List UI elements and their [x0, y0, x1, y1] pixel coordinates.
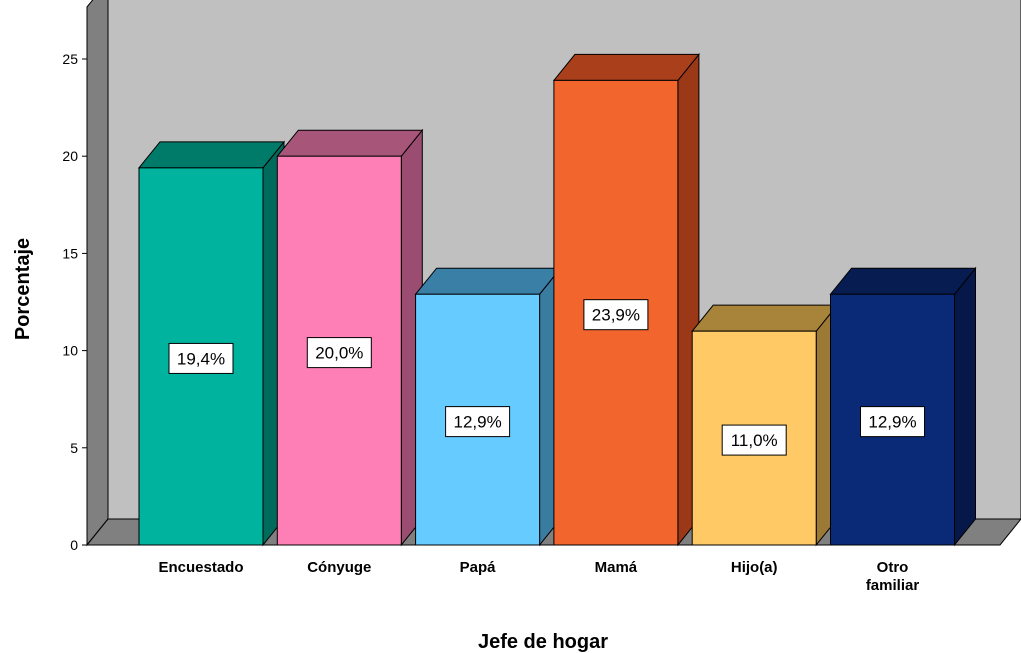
x-tick-label: Hijo(a) — [731, 559, 778, 576]
y-axis-title: Porcentaje — [12, 238, 34, 340]
data-label-box — [168, 342, 234, 374]
data-label: 11,0% — [731, 431, 778, 450]
y-tick-label: 20 — [62, 148, 78, 164]
data-label: 19,4% — [177, 349, 225, 368]
bar-top — [414, 267, 562, 295]
y-tick-label: 5 — [70, 440, 78, 456]
bar-top — [552, 53, 700, 81]
y-tick-label: 25 — [62, 51, 78, 67]
bar-top — [137, 141, 286, 169]
x-tick-label: Encuestado — [158, 559, 243, 576]
side-wall — [86, 0, 109, 547]
bar-top — [829, 267, 977, 295]
data-label: 12,9% — [868, 413, 916, 432]
bars-layer — [137, 52, 977, 547]
x-tick-label: Otro familiar — [866, 559, 920, 594]
x-axis-title: Jefe de hogar — [478, 631, 608, 653]
data-label: 20,0% — [315, 344, 363, 363]
data-label: 12,9% — [453, 413, 501, 432]
x-tick-label: Mamá — [595, 559, 638, 576]
y-tick-label: 15 — [62, 245, 78, 261]
y-tick-label: 10 — [62, 343, 78, 359]
data-label-box — [445, 406, 511, 438]
data-label-box — [860, 406, 925, 438]
labels-layer: 19,4% Encuestado 20,0% Cónyuge 12,9% Papá 23,9… — [158, 299, 925, 594]
data-label: 23,9% — [592, 306, 640, 325]
bar-top — [276, 129, 424, 157]
bar-side — [954, 266, 976, 547]
data-label-box — [721, 424, 787, 456]
bar-top — [691, 304, 839, 332]
x-tick-label: Cónyuge — [307, 559, 371, 576]
x-tick-label: Papá — [460, 559, 497, 576]
data-label-box — [306, 337, 372, 369]
y-tick-label: 0 — [70, 537, 78, 553]
data-label-box — [583, 299, 649, 331]
